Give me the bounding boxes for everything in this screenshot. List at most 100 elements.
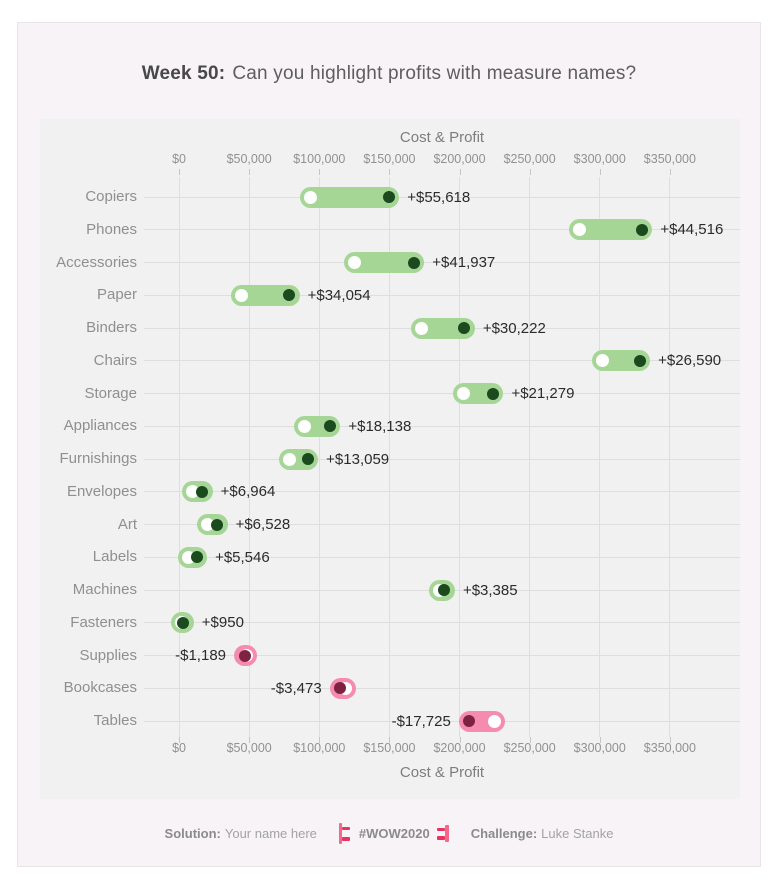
category-label[interactable]: Appliances xyxy=(63,417,137,435)
category-label[interactable]: Machines xyxy=(72,581,137,598)
category-label[interactable]: Envelopes xyxy=(66,482,137,500)
dumbbell-mark[interactable] xyxy=(344,252,425,273)
gridline-row xyxy=(144,720,740,722)
gridline-row xyxy=(144,524,740,525)
top-axis-tick-label: $250,000 xyxy=(503,152,556,166)
top-axis-tick xyxy=(599,169,601,175)
profit-value-label: +$13,059 xyxy=(326,450,390,468)
chart-title-question: Can you highlight profits with measure n… xyxy=(232,63,637,84)
bottom-axis-tick xyxy=(319,737,321,743)
dumbbell-mark[interactable] xyxy=(300,186,400,208)
bottom-axis-tick xyxy=(389,737,391,743)
bottom-axis-tick-label: $150,000 xyxy=(363,741,416,755)
cost-dot xyxy=(297,419,311,433)
footer: Solution: Your name here #WOW2020 Challe… xyxy=(18,823,760,844)
profit-value-label: +$55,618 xyxy=(407,188,471,206)
cost-plus-profit-dot xyxy=(334,682,347,695)
cost-dot xyxy=(456,387,470,400)
profit-value-label: +$21,279 xyxy=(511,385,575,402)
profit-value-label: +$6,528 xyxy=(235,516,291,533)
category-label[interactable]: Accessories xyxy=(56,253,137,271)
cost-plus-profit-dot xyxy=(196,485,209,498)
profit-value-label: +$5,546 xyxy=(215,548,270,566)
chart-title-week: Week 50: xyxy=(141,63,226,84)
top-axis-tick xyxy=(249,169,251,175)
top-axis-tick-label: $200,000 xyxy=(433,152,486,166)
top-axis-title: Cost & Profit xyxy=(399,129,485,146)
barbell-right-icon xyxy=(437,825,449,842)
category-label[interactable]: Chairs xyxy=(93,351,137,369)
cost-plus-profit-dot xyxy=(323,420,336,433)
cost-plus-profit-dot xyxy=(382,191,395,203)
challenge-value: Luke Stanke xyxy=(541,826,614,841)
gridline-vertical xyxy=(599,177,601,737)
gridline-row xyxy=(144,622,740,624)
barbell-right-plate-top xyxy=(437,827,446,831)
top-axis-tick xyxy=(669,169,671,175)
profit-value-label: +$950 xyxy=(201,614,244,632)
profit-value-label: +$6,964 xyxy=(220,483,276,501)
cost-plus-profit-dot xyxy=(458,322,471,334)
dumbbell-mark[interactable] xyxy=(568,219,653,241)
chart-panel: Cost & Profit Cost & Profit $0 $0 $50,000 $… xyxy=(40,119,740,799)
cost-dot xyxy=(595,354,609,368)
profit-value-label: -$1,189 xyxy=(175,647,226,664)
gridline-row xyxy=(144,294,740,296)
cost-plus-profit-dot xyxy=(463,715,476,727)
solution-value: Your name here xyxy=(224,826,317,841)
bottom-axis-tick-label: $100,000 xyxy=(293,741,346,755)
profit-value-label: -$3,473 xyxy=(270,679,322,697)
top-axis-tick xyxy=(389,169,391,175)
bottom-axis-title: Cost & Profit xyxy=(399,764,485,781)
category-label[interactable]: Binders xyxy=(86,319,137,336)
category-label[interactable]: Fasteners xyxy=(70,613,137,631)
top-axis-tick xyxy=(319,169,321,175)
cost-dot xyxy=(572,223,586,237)
gridline-row xyxy=(144,425,740,427)
footer-solution: Solution: Your name here xyxy=(165,826,317,841)
footer-challenge: Challenge: Luke Stanke xyxy=(471,826,614,841)
bottom-axis-tick xyxy=(249,737,251,743)
top-axis-tick-label: $100,000 xyxy=(293,152,346,166)
profit-value-label: -$17,725 xyxy=(391,712,451,730)
category-label[interactable]: Art xyxy=(117,515,137,533)
gridline-row xyxy=(144,687,740,689)
category-label[interactable]: Furnishings xyxy=(59,450,137,467)
category-label[interactable]: Bookcases xyxy=(63,679,137,697)
hashtag-wow2020: #WOW2020 xyxy=(358,826,430,841)
cost-dot xyxy=(234,288,248,302)
bottom-axis-tick xyxy=(179,737,181,743)
bottom-axis-tick-label: $50,000 xyxy=(226,741,272,755)
gridline-row xyxy=(144,229,740,231)
cost-plus-profit-dot xyxy=(211,518,224,531)
category-label[interactable]: Labels xyxy=(92,548,137,566)
top-axis-tick-label: $0 xyxy=(172,152,186,166)
top-axis-tick xyxy=(529,169,531,175)
category-label[interactable]: Copiers xyxy=(85,188,137,205)
category-label[interactable]: Storage xyxy=(84,384,137,402)
cost-plus-profit-dot xyxy=(407,256,420,269)
category-label[interactable]: Tables xyxy=(93,712,137,729)
cost-plus-profit-dot xyxy=(635,223,648,236)
barbell-left-plate-top xyxy=(342,826,351,830)
category-label[interactable]: Phones xyxy=(86,220,137,238)
category-label[interactable]: Paper xyxy=(96,286,137,304)
bottom-axis-tick-label: $300,000 xyxy=(573,741,626,755)
dashboard-card: Week 50: Can you highlight profits with m… xyxy=(17,22,761,867)
cost-dot xyxy=(304,190,318,204)
gridline-row xyxy=(144,655,740,656)
profit-value-label: +$3,385 xyxy=(462,581,518,599)
bottom-axis-tick xyxy=(459,737,461,743)
barbell-right-bar xyxy=(445,825,449,842)
cost-plus-profit-dot xyxy=(301,453,314,465)
dumbbell-mark[interactable] xyxy=(230,284,300,306)
cost-plus-profit-dot xyxy=(633,354,646,367)
top-axis-tick-label: $300,000 xyxy=(573,152,626,166)
category-label[interactable]: Supplies xyxy=(79,646,137,664)
top-axis-tick xyxy=(459,169,461,175)
cost-plus-profit-dot xyxy=(486,387,499,400)
bottom-axis-tick-label: $350,000 xyxy=(643,741,696,755)
gridline-row xyxy=(144,196,740,198)
gridline-vertical xyxy=(388,177,390,737)
cost-dot xyxy=(348,256,362,269)
